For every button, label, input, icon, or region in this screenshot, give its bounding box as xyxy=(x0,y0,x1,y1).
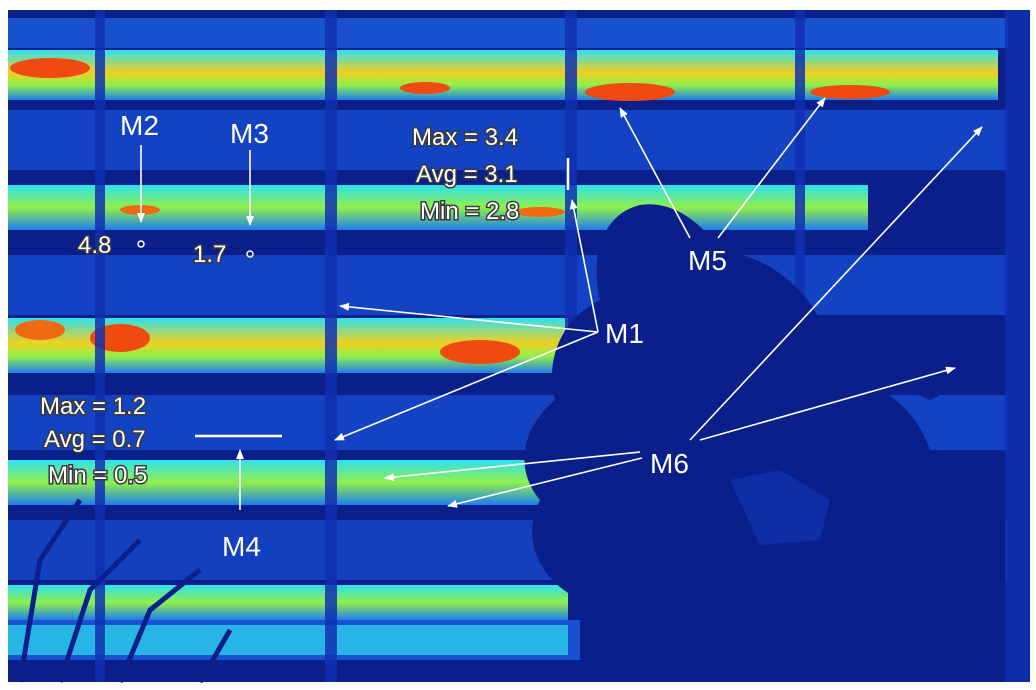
m1-arrow-left xyxy=(339,302,599,333)
m6-arrow-c xyxy=(689,126,983,441)
mullions xyxy=(95,10,1030,682)
m6-arrow-a xyxy=(384,451,641,482)
m5-arrow-right xyxy=(717,97,826,239)
spot-crosshairs xyxy=(137,240,254,258)
hot-spots xyxy=(10,58,903,675)
m1-max: Max = 3.4 xyxy=(412,124,518,151)
m4-min: Min = 0.5 xyxy=(48,462,147,489)
m3-crosshair xyxy=(246,250,254,258)
m5-arrow-left xyxy=(619,107,691,239)
m4-avg: Avg = 0.7 xyxy=(44,426,146,453)
m5-label: M5 xyxy=(688,245,727,276)
m1-min: Min = 2.8 xyxy=(420,198,519,225)
m1-avg: Avg = 3.1 xyxy=(416,161,518,188)
m3-label: M3 xyxy=(230,118,269,149)
tree-silhouette xyxy=(524,204,1005,682)
m3-value: 1.7 xyxy=(193,241,226,268)
m6-arrow-d xyxy=(699,366,956,441)
m2-label: M2 xyxy=(120,110,159,141)
m6-label: M6 xyxy=(650,448,689,479)
annotation-arrows xyxy=(137,97,983,510)
m1-label: M1 xyxy=(605,318,644,349)
m1-arrow-top xyxy=(569,199,599,333)
m4-label: M4 xyxy=(222,531,261,562)
branch-shadows xyxy=(17,498,233,684)
m6-arrow-b xyxy=(447,457,643,508)
m1-arrow-bottom xyxy=(334,331,599,441)
m4-max: Max = 1.2 xyxy=(40,393,146,420)
m2-crosshair xyxy=(137,240,145,248)
m2-value: 4.8 xyxy=(78,232,111,259)
